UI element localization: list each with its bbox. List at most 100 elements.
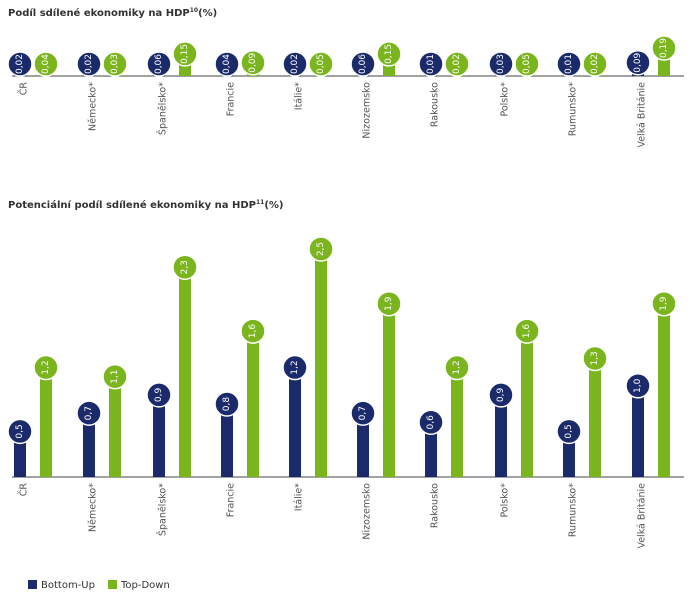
chart2-bubble-bottom-up: [7, 418, 33, 445]
chart2-bubble-bottom-up: [76, 400, 102, 426]
chart1-value-label: 0,03: [496, 54, 506, 74]
chart1-category-label: Velká Británie: [637, 82, 648, 148]
chart1-bubble-top-down: [514, 51, 540, 77]
chart2-category-label: Rakousko: [430, 483, 441, 528]
chart2-value-label: 1,2: [452, 360, 462, 374]
chart1-bubble-top-down: [376, 41, 402, 67]
chart2-bar-top-down: [658, 303, 670, 477]
chart2-title-suffix: (%): [264, 200, 283, 211]
chart2-bar-bottom-up: [83, 413, 95, 477]
chart2-bubble-top-down: [444, 354, 470, 381]
chart2-value-label: 2,3: [180, 260, 190, 274]
chart1-value-label: 0,02: [290, 54, 300, 74]
chart1-bubble-bottom-up: [488, 51, 514, 77]
chart2-bar-bottom-up: [632, 385, 644, 477]
chart2-bubble-bottom-up: [214, 391, 240, 417]
chart1-value-label: 0,15: [180, 44, 190, 64]
chart2-value-label: 0,6: [426, 415, 436, 430]
chart2-value-label: 0,5: [564, 424, 574, 438]
chart2-title-main: Potenciální podíl sdílené ekonomiky na H…: [8, 199, 256, 211]
chart2-bubble-bottom-up: [146, 382, 172, 408]
chart2-bubble-top-down: [651, 290, 677, 317]
chart2-bar-top-down: [383, 303, 395, 477]
legend-label-top-down: Top-Down: [120, 580, 170, 591]
chart2-bar-bottom-up: [425, 422, 437, 477]
chart1-bubble-bottom-up: [214, 51, 240, 77]
chart2-category-label: Itálie*: [294, 483, 305, 511]
chart2-value-label: 1,6: [522, 324, 532, 339]
chart2-bubble-top-down: [308, 236, 334, 262]
chart2-plot: 0,5 1,2 ČR 0,7 1,1 Německo* 0,9 2,3 Španělsko* 0,…: [7, 236, 684, 549]
chart1-title-sup: 10: [190, 7, 198, 14]
chart1-bubble-bottom-up: [146, 51, 172, 77]
chart2-category-label: Francie: [226, 483, 237, 517]
chart1-plot: 0,02 0,04 ČR 0,02 0,03 Německo* 0,06 0,15 Španěl…: [7, 35, 684, 148]
chart1-category-label: ČR: [18, 82, 30, 96]
chart2-category-label: Polsko*: [500, 483, 511, 518]
chart1-value-label: 0,02: [15, 54, 25, 74]
chart2-bar-top-down: [40, 367, 52, 477]
chart1-title-suffix: (%): [198, 8, 217, 19]
chart2-bubble-bottom-up: [556, 418, 582, 445]
chart1-category-label: Španělsko*: [157, 82, 169, 135]
chart1-value-label: 0,19: [659, 38, 669, 58]
chart2-bar-top-down: [451, 367, 463, 477]
chart2-bubble-bottom-up: [282, 354, 308, 381]
chart2-value-label: 1,6: [248, 324, 258, 339]
chart2-value-label: 0,9: [154, 387, 164, 402]
chart2-category-label: Španělsko*: [157, 483, 169, 536]
chart2-category-label: Německo*: [88, 483, 99, 532]
chart1-bubble-bottom-up: [350, 51, 376, 77]
chart1-category-label: Německo*: [88, 82, 99, 131]
legend-swatch-top-down: [108, 580, 117, 589]
legend-swatch-bottom-up: [28, 580, 37, 589]
chart2-bar-top-down: [589, 358, 601, 477]
chart2-title-sup: 11: [256, 199, 264, 206]
chart1-category-label: Itálie*: [294, 82, 305, 110]
chart1-value-label: 0,02: [84, 54, 94, 74]
chart1-bubble-bottom-up: [76, 51, 102, 77]
chart2-bubble-top-down: [172, 254, 198, 280]
chart1-bubble-bottom-up: [418, 51, 444, 77]
chart2-category-label: Nizozemsko: [362, 483, 373, 540]
chart2-category-label: ČR: [18, 483, 30, 497]
chart2-bubble-top-down: [240, 318, 266, 344]
chart2-bubble-top-down: [514, 318, 540, 344]
chart2-value-label: 1,9: [659, 296, 669, 311]
chart1-bubble-top-down: [582, 51, 608, 77]
chart1-value-label: 0,02: [590, 54, 600, 74]
chart1-category-label: Nizozemsko: [362, 82, 373, 139]
chart2-bar-bottom-up: [289, 367, 301, 477]
chart1-value-label: 0,05: [522, 54, 532, 74]
chart2-value-label: 1,2: [290, 360, 300, 374]
chart1-bubble-top-down: [172, 41, 198, 67]
chart2-bar-top-down: [521, 331, 533, 477]
chart2-bubble-top-down: [33, 354, 59, 381]
chart2-bar-bottom-up: [495, 394, 507, 477]
chart2-bar-bottom-up: [153, 394, 165, 477]
chart1-value-label: 0,15: [384, 44, 394, 64]
chart1-value-label: 0,01: [426, 54, 436, 74]
chart1-value-label: 0,04: [41, 54, 51, 74]
chart1-bubble-top-down: [240, 49, 266, 76]
chart1-value-label: 0,01: [564, 54, 574, 74]
chart1-bubble-bottom-up: [556, 51, 582, 77]
chart1-title: Podíl sdílené ekonomiky na HDP10(%): [8, 7, 217, 19]
chart2-bubble-bottom-up: [625, 373, 651, 399]
chart2-bubble-top-down: [582, 345, 608, 372]
chart2-value-label: 1,3: [590, 351, 600, 365]
chart1-category-label: Francie: [226, 82, 237, 116]
chart2-bubble-top-down: [102, 363, 128, 390]
chart2-bar-top-down: [247, 331, 259, 477]
chart2-value-label: 1,0: [633, 378, 643, 393]
chart2-bar-top-down: [109, 376, 121, 477]
chart1-category-label: Rakousko: [430, 82, 441, 127]
chart2-bubble-bottom-up: [488, 382, 514, 408]
chart2-value-label: 1,2: [41, 360, 51, 374]
chart1-bubble-bottom-up: [282, 51, 308, 77]
chart1-bubble-top-down: [33, 51, 59, 77]
chart2-bubble-bottom-up: [350, 400, 376, 426]
chart1-value-label: 0,05: [316, 54, 326, 74]
chart2-bar-top-down: [315, 249, 327, 477]
